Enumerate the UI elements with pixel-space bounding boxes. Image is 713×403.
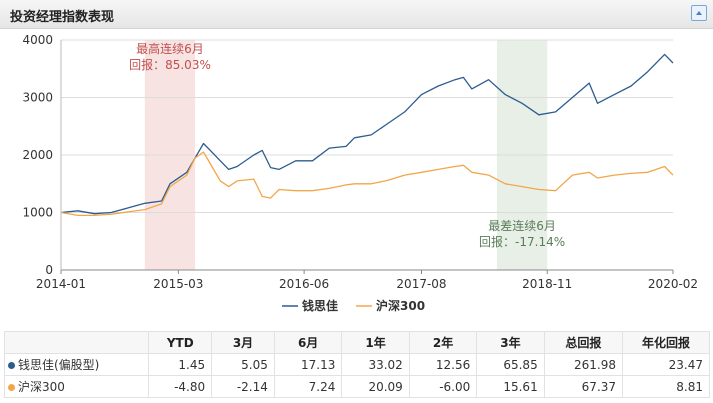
y-tick-label: 2000 (22, 148, 53, 162)
series-line-qian (60, 53, 674, 215)
panel-header: 投资经理指数表现 (0, 0, 713, 29)
column-header: 3月 (211, 331, 275, 354)
collapse-icon[interactable] (691, 5, 707, 21)
table-cell: 65.85 (476, 353, 545, 376)
series-dot-icon (8, 384, 15, 391)
series-line-hs300 (60, 151, 674, 217)
table-cell: 5.05 (211, 353, 275, 376)
table-cell: 7.24 (273, 375, 343, 398)
y-tick-label: 0 (45, 263, 53, 277)
column-header: 总回报 (543, 331, 624, 354)
x-tick-label: 2017-08 (396, 277, 446, 291)
y-tick-label: 1000 (22, 206, 53, 220)
panel-title: 投资经理指数表现 (10, 10, 115, 25)
column-header: 3年 (476, 331, 545, 354)
table-cell: 8.81 (622, 375, 710, 398)
table-cell: -4.80 (148, 375, 213, 398)
worst-band-label: 最差连续6月 (488, 218, 556, 233)
table-cell: -2.14 (211, 375, 275, 398)
column-header: 6月 (273, 331, 343, 354)
legend-label[interactable]: 沪深300 (376, 298, 425, 313)
performance-table: YTD 3月 6月 1年 2年 3年 总回报 年化回报 钱思佳(偏股型) 1.45 5.05 17.… (3, 331, 710, 398)
x-tick-label: 2016-06 (279, 277, 329, 291)
x-tick-label: 2020-02 (648, 277, 698, 291)
table-cell: 20.09 (341, 375, 410, 398)
y-tick-label: 3000 (22, 91, 53, 105)
row-name: 沪深300 (3, 375, 150, 398)
x-tick-label: 2015-03 (153, 277, 203, 291)
column-header: 2年 (408, 331, 478, 354)
y-tick-label: 4000 (22, 33, 53, 47)
row-name: 钱思佳(偏股型) (3, 353, 150, 376)
table-cell: 1.45 (148, 353, 213, 376)
table-corner (3, 331, 150, 354)
performance-chart: 0 1000 2000 3000 4000 2014-01 2015-03 2016-06 20… (22, 33, 698, 313)
table-cell: 67.37 (543, 375, 624, 398)
table-row: 沪深300 -4.80 -2.14 7.24 20.09 -6.00 15.61 67.37 8… (3, 375, 710, 398)
legend-label[interactable]: 钱思佳 (302, 298, 338, 313)
table-cell: 261.98 (543, 353, 624, 376)
best-band-label: 最高连续6月 (136, 41, 204, 56)
table-cell: 17.13 (273, 353, 343, 376)
series-dot-icon (8, 362, 15, 369)
table-cell: 23.47 (622, 353, 710, 376)
column-header: 年化回报 (622, 331, 710, 354)
table-cell: 15.61 (476, 375, 545, 398)
best-band-label: 回报：85.03% (129, 57, 211, 72)
x-tick-label: 2018-11 (522, 277, 572, 291)
column-header: YTD (148, 331, 213, 354)
worst-band-label: 回报：-17.14% (479, 234, 565, 249)
table-row: 钱思佳(偏股型) 1.45 5.05 17.13 33.02 12.56 65.85 261.… (3, 353, 710, 376)
table-cell: -6.00 (408, 375, 478, 398)
column-header: 1年 (341, 331, 410, 354)
table-cell: 12.56 (408, 353, 478, 376)
x-tick-label: 2014-01 (36, 277, 86, 291)
table-cell: 33.02 (341, 353, 410, 376)
